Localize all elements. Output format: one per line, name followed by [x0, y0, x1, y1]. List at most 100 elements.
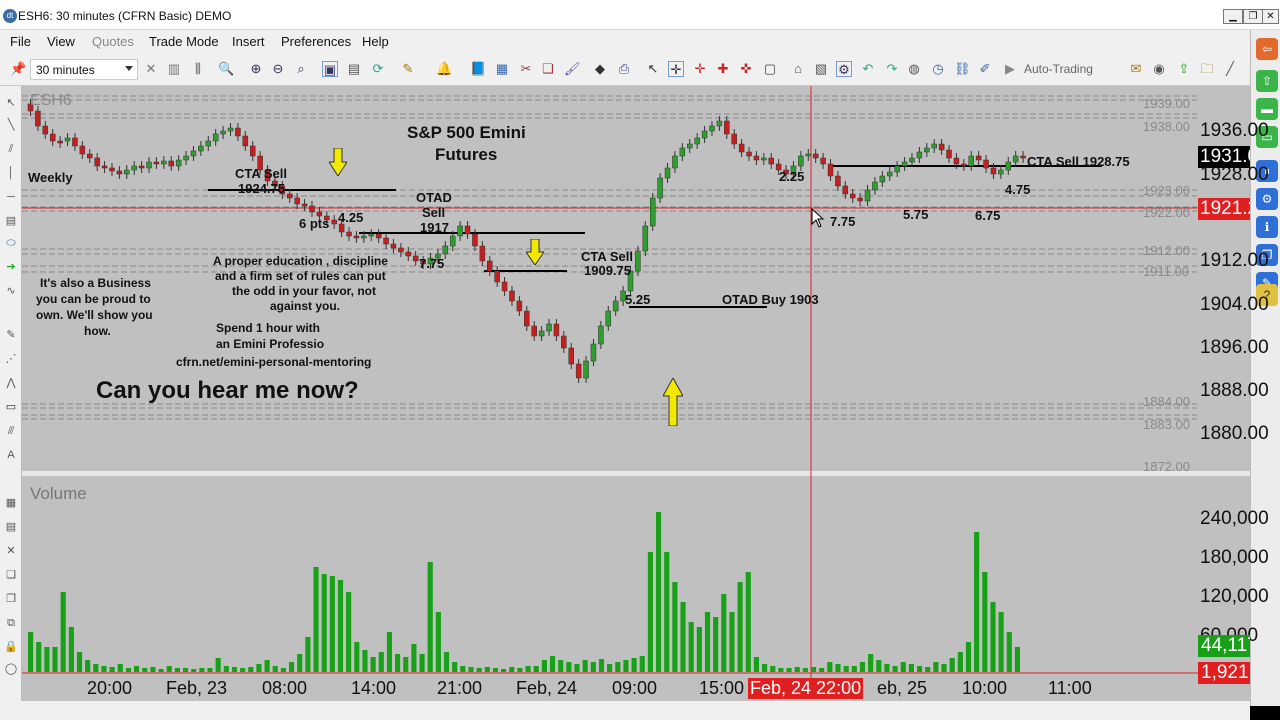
- arrow-left-icon[interactable]: ⇦: [1256, 38, 1278, 60]
- settings-icon[interactable]: ⚙: [836, 61, 852, 77]
- folder-icon[interactable]: 🗀: [1200, 61, 1214, 76]
- monitor-icon[interactable]: ▭: [1256, 126, 1278, 148]
- copy-icon[interactable]: ❏: [542, 61, 554, 76]
- table-tool-icon[interactable]: ▤: [5, 521, 17, 533]
- window-icon[interactable]: ❐: [1256, 244, 1278, 266]
- edit-icon[interactable]: ✐: [979, 61, 991, 76]
- volume-bar: [851, 666, 857, 672]
- candle-body: [42, 125, 49, 135]
- candle-body: [368, 233, 374, 237]
- time-tick-1100: 11:00: [1048, 678, 1092, 698]
- parallel-tool-icon[interactable]: ⫽: [8, 143, 14, 155]
- play-icon[interactable]: ▶: [1005, 61, 1015, 76]
- globe-icon[interactable]: ◍: [908, 61, 920, 76]
- menu-view[interactable]: View: [47, 34, 75, 49]
- link-icon[interactable]: ⛓: [954, 61, 971, 76]
- delete-tool-icon[interactable]: ✕: [6, 545, 16, 557]
- volume-bar: [272, 666, 278, 672]
- chart-icon[interactable]: ▥: [167, 61, 181, 76]
- zoom-icon[interactable]: 🔍: [218, 61, 235, 76]
- pointer-tool-icon[interactable]: ↖: [6, 97, 16, 109]
- crosshair-dot-icon[interactable]: ✜: [740, 61, 752, 76]
- stack-tool-icon[interactable]: ⧉: [7, 617, 15, 629]
- frame-icon[interactable]: ▢: [763, 61, 777, 76]
- bars-icon[interactable]: ⫼: [195, 61, 201, 76]
- pen-tool-icon[interactable]: ✎: [6, 329, 16, 341]
- menu-trade-mode[interactable]: Trade Mode: [149, 34, 219, 49]
- refresh-icon[interactable]: ⟳: [372, 61, 384, 76]
- close-chart-icon[interactable]: ✕: [145, 61, 157, 76]
- volume-bar: [280, 668, 286, 672]
- help-icon[interactable]: ?: [1256, 284, 1278, 306]
- candle-body: [864, 189, 871, 202]
- copy-tool-icon[interactable]: ❏: [6, 569, 16, 581]
- grid-tool-icon[interactable]: ▦: [5, 497, 17, 509]
- up-icon[interactable]: ⇧: [1256, 70, 1278, 92]
- price-chart[interactable]: ESH6 S&P 500 Emini Futures Weekly CTA Se…: [22, 86, 1269, 701]
- crosshair-red-icon[interactable]: ✛: [694, 61, 706, 76]
- cut-icon[interactable]: ✂: [520, 61, 532, 76]
- grid-icon[interactable]: ▦: [495, 61, 509, 76]
- book-icon[interactable]: 📘: [470, 61, 487, 76]
- note-tool-icon[interactable]: ▤: [5, 215, 17, 227]
- interval-select[interactable]: 30 minutes: [30, 59, 138, 80]
- sell-price: 1917: [420, 220, 449, 235]
- lock-tool-icon[interactable]: 🔒: [4, 641, 18, 653]
- wave-tool-icon[interactable]: ∿: [6, 285, 16, 297]
- menu-help[interactable]: Help: [362, 34, 389, 49]
- vline-tool-icon[interactable]: │: [7, 167, 15, 179]
- rect-tool-icon[interactable]: ▭: [5, 401, 17, 413]
- text-tool-icon[interactable]: A: [7, 449, 15, 461]
- candle-body: [442, 245, 449, 255]
- pin-icon[interactable]: 📌: [10, 61, 27, 76]
- alert-icon[interactable]: 🔔: [436, 61, 453, 76]
- select-icon[interactable]: ▣: [322, 61, 338, 77]
- zoom-in-icon[interactable]: ⊕: [250, 61, 262, 76]
- candle-body: [835, 175, 841, 187]
- menu-insert[interactable]: Insert: [232, 34, 265, 49]
- video-icon[interactable]: ▬: [1256, 98, 1278, 120]
- fib-tool-icon[interactable]: ⋰: [5, 353, 17, 365]
- zoom-fit-icon[interactable]: ⌕: [297, 61, 305, 76]
- snapshot-icon[interactable]: ▤: [347, 61, 361, 76]
- camera-icon[interactable]: ◉: [1153, 61, 1165, 76]
- clock-icon[interactable]: ◷: [932, 61, 944, 76]
- pause-icon[interactable]: ⏸: [1256, 160, 1278, 182]
- draw-icon[interactable]: ✎: [402, 61, 414, 76]
- crosshair-icon[interactable]: ✛: [668, 61, 684, 77]
- menu-file[interactable]: File: [10, 34, 31, 49]
- menu-quotes[interactable]: Quotes: [92, 34, 134, 49]
- cta-sell-3: CTA Sell 1928.75: [1027, 154, 1130, 169]
- undo-icon[interactable]: ↶: [862, 61, 874, 76]
- redo-icon[interactable]: ↷: [886, 61, 898, 76]
- volume-bar: [778, 668, 784, 672]
- menu-preferences[interactable]: Preferences: [281, 34, 352, 49]
- zoom-out-icon[interactable]: ⊖: [272, 61, 284, 76]
- layout-icon[interactable]: ⌂: [794, 61, 802, 76]
- crosshair-bold-icon[interactable]: ✚: [717, 61, 729, 76]
- paste-tool-icon[interactable]: ❐: [6, 593, 16, 605]
- time-tick-1400: 14:00: [351, 678, 397, 698]
- info-icon[interactable]: ℹ: [1256, 216, 1278, 238]
- arrow-tool-icon[interactable]: ➔: [6, 261, 16, 273]
- eraser-icon[interactable]: ◆: [595, 61, 605, 76]
- gear-icon[interactable]: ⚙: [1256, 188, 1278, 210]
- ellipse-tool-icon[interactable]: ⬭: [6, 237, 16, 249]
- cursor-icon[interactable]: ↖: [647, 61, 659, 76]
- close-button[interactable]: ✕: [1262, 9, 1279, 24]
- line-tool-icon[interactable]: ╱: [1226, 61, 1234, 76]
- minimize-button[interactable]: ▁: [1223, 9, 1243, 24]
- export-icon[interactable]: ⇪: [1178, 61, 1190, 76]
- template-icon[interactable]: ▧: [814, 61, 828, 76]
- printer-icon[interactable]: ⎙: [618, 61, 630, 76]
- fan-tool-icon[interactable]: ⋀: [6, 377, 16, 389]
- brush-icon[interactable]: 🖌: [564, 61, 581, 76]
- volume-bar: [386, 632, 393, 672]
- hline-tool-icon[interactable]: ─: [7, 191, 15, 203]
- auto-trading-label[interactable]: Auto-Trading: [1024, 62, 1093, 76]
- oval-tool-icon[interactable]: ◯: [4, 663, 18, 675]
- channel-tool-icon[interactable]: ⫻: [7, 425, 15, 437]
- restore-button[interactable]: ❐: [1243, 9, 1263, 24]
- line-tool-icon[interactable]: ╲: [7, 119, 15, 131]
- note-icon[interactable]: ✉: [1130, 61, 1142, 76]
